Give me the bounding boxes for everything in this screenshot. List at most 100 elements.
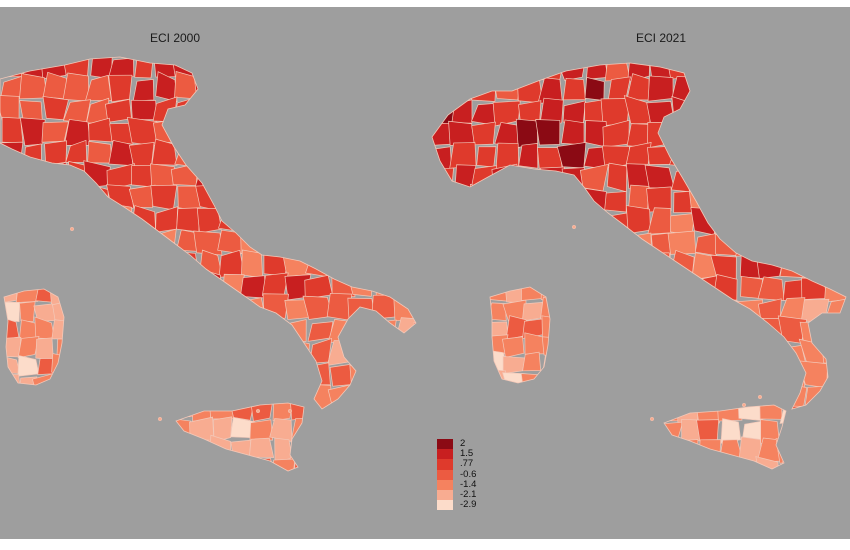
- province-region: [447, 274, 477, 302]
- province-region: [715, 318, 741, 345]
- province-region: [602, 344, 631, 368]
- province-region: [83, 270, 111, 301]
- province-region: [176, 403, 196, 418]
- province-region: [0, 141, 24, 167]
- province-region: [309, 337, 333, 364]
- province-region: [128, 380, 156, 409]
- province-region: [783, 405, 808, 409]
- province-region: [0, 209, 26, 231]
- province-region: [692, 118, 717, 144]
- province-region: [110, 203, 133, 235]
- province-region: [189, 458, 213, 471]
- province-region: [128, 142, 155, 168]
- province-region: [756, 254, 785, 279]
- legend-item: -1.4: [437, 479, 476, 490]
- province-region: [190, 438, 213, 462]
- province-region: [646, 101, 675, 125]
- province-region: [494, 406, 518, 409]
- province-region: [249, 419, 273, 441]
- province-region: [46, 187, 66, 212]
- province-region: [151, 339, 178, 366]
- small-island: [255, 408, 261, 414]
- province-region: [845, 63, 846, 80]
- province-region: [432, 186, 456, 214]
- province-region: [289, 403, 304, 421]
- province-region: [418, 50, 442, 79]
- province-region: [395, 275, 416, 298]
- province-region: [327, 121, 355, 144]
- province-region: [0, 182, 23, 212]
- province-region: [669, 296, 695, 323]
- province-region: [670, 167, 696, 193]
- province-region: [196, 207, 222, 234]
- province-region: [109, 276, 132, 300]
- province-region: [692, 77, 719, 103]
- legend-label: -2.9: [460, 499, 477, 511]
- province-region: [524, 332, 546, 355]
- province-region: [0, 403, 24, 409]
- province-region: [535, 183, 564, 212]
- province-region: [130, 205, 156, 233]
- small-island: [649, 416, 655, 422]
- province-region: [782, 100, 805, 123]
- province-region: [349, 57, 377, 78]
- province-region: [393, 229, 416, 256]
- province-region: [448, 120, 475, 146]
- province-region: [153, 228, 177, 255]
- province-region: [452, 316, 477, 342]
- map-title-2000: ECI 2000: [150, 31, 201, 45]
- small-island: [571, 224, 577, 230]
- map-eci-2021: [431, 62, 850, 470]
- province-region: [556, 141, 587, 169]
- province-region: [62, 316, 90, 340]
- province-region: [519, 251, 543, 278]
- province-region: [494, 256, 521, 278]
- province-region: [391, 184, 416, 213]
- province-region: [755, 359, 784, 386]
- province-region: [449, 188, 478, 213]
- province-region: [195, 385, 221, 409]
- province-region: [415, 296, 416, 322]
- province-region: [557, 319, 583, 346]
- province-region: [801, 119, 826, 145]
- legend-item: -2.1: [437, 490, 476, 501]
- province-region: [133, 407, 158, 409]
- province-region: [775, 438, 786, 464]
- province-region: [760, 97, 784, 126]
- province-region: [369, 144, 397, 167]
- legend-item: 2: [437, 439, 476, 450]
- province-region: [0, 382, 24, 408]
- province-region: [219, 75, 244, 101]
- province-region: [283, 337, 310, 367]
- province-region: [376, 337, 397, 364]
- italy-maps: [0, 50, 850, 472]
- province-region: [126, 117, 158, 147]
- province-region: [239, 381, 266, 409]
- province-region: [845, 321, 846, 344]
- province-region: [823, 63, 846, 81]
- province-region: [19, 117, 46, 146]
- province-region: [432, 319, 456, 343]
- province-region: [604, 408, 632, 409]
- province-region: [556, 63, 587, 81]
- province-region: [236, 338, 265, 364]
- province-region: [450, 205, 476, 233]
- province-region: [66, 404, 90, 409]
- province-region: [392, 407, 416, 409]
- province-region: [17, 204, 47, 234]
- province-region: [822, 383, 846, 409]
- province-region: [827, 167, 846, 190]
- province-region: [176, 440, 195, 458]
- province-region: [351, 116, 378, 146]
- province-region: [230, 439, 252, 458]
- province-region: [175, 315, 197, 341]
- province-region: [264, 226, 289, 253]
- province-region: [671, 341, 696, 365]
- province-region: [846, 126, 850, 146]
- province-region: [241, 249, 263, 279]
- province-region: [193, 230, 223, 256]
- province-region: [44, 407, 69, 409]
- province-region: [42, 161, 67, 189]
- province-region: [327, 96, 353, 124]
- province-region: [521, 287, 545, 301]
